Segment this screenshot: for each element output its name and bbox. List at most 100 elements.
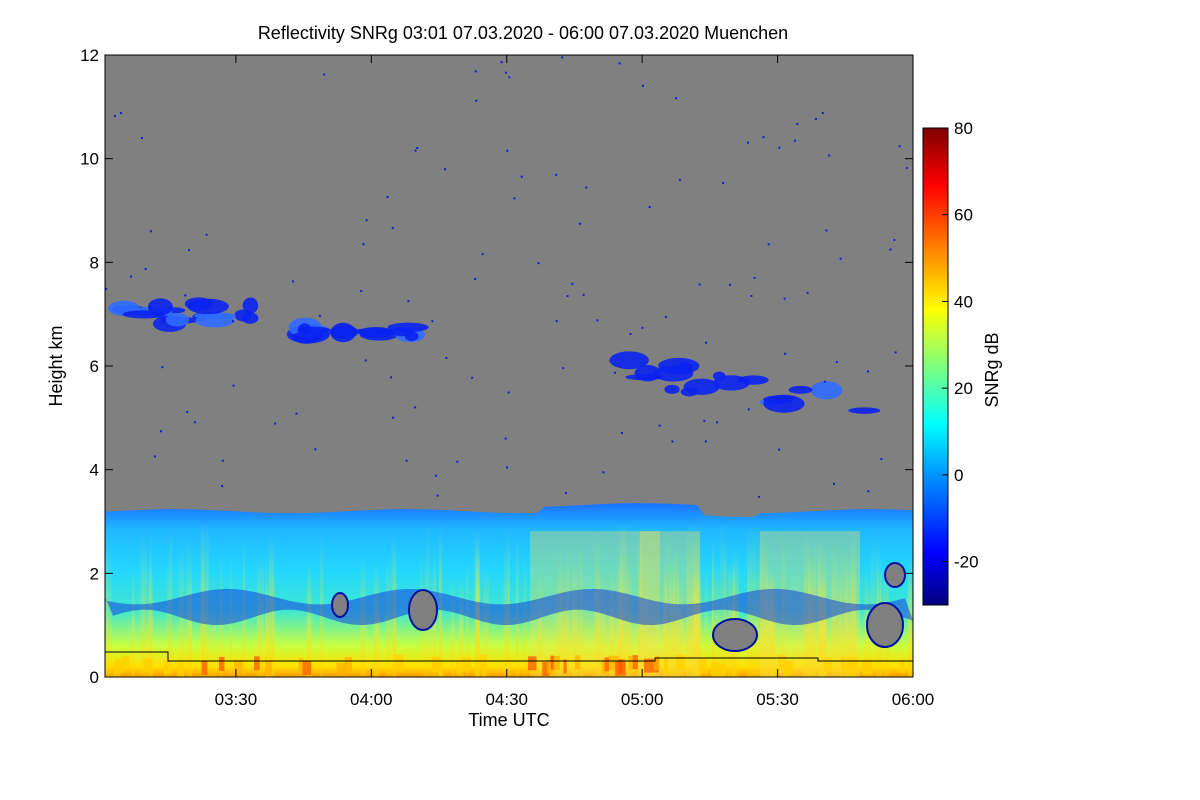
surface-echo	[115, 658, 126, 673]
noise-pixel	[613, 371, 616, 374]
noise-pixel	[504, 71, 507, 74]
noise-pixel	[620, 431, 623, 434]
x-axis-label: Time UTC	[468, 710, 549, 730]
noise-pixel	[778, 146, 781, 149]
noise-pixel	[905, 167, 908, 170]
surface-echo	[298, 657, 304, 672]
noise-pixel	[561, 56, 564, 59]
noise-pixel	[537, 262, 540, 265]
noise-pixel	[407, 300, 410, 303]
no-echo-patch	[712, 618, 758, 652]
colorbar-tick-label: 60	[954, 206, 973, 225]
noise-pixel	[500, 61, 503, 64]
noise-pixel	[555, 173, 558, 176]
noise-pixel	[582, 293, 585, 296]
echo-streak	[677, 578, 684, 677]
noise-pixel	[835, 361, 838, 364]
noise-pixel	[722, 181, 725, 184]
noise-pixel	[154, 455, 157, 458]
upper-cloud-echo	[788, 385, 813, 394]
surface-echo	[219, 656, 225, 671]
surface-echo	[632, 655, 638, 670]
noise-pixel	[867, 370, 870, 373]
echo-streak	[306, 569, 313, 677]
noise-pixel	[839, 257, 842, 260]
noise-pixel	[113, 115, 116, 118]
surface-echo	[601, 659, 608, 674]
echo-streak	[374, 573, 380, 677]
upper-cloud-echo	[712, 371, 726, 381]
noise-pixel	[474, 70, 477, 73]
surface-echo	[233, 660, 243, 675]
echo-streak	[131, 566, 135, 677]
noise-pixel	[391, 226, 394, 229]
surface-echo	[550, 655, 560, 670]
y-tick-label: 0	[90, 668, 99, 687]
colorbar-label: SNRg dB	[982, 332, 1002, 407]
y-axis: 0 2 4 6 8 10 12	[80, 46, 913, 687]
noise-pixel	[481, 253, 484, 256]
surface-echo	[265, 661, 272, 676]
echo-streak	[272, 569, 276, 677]
noise-pixel	[221, 459, 224, 462]
surface-echo	[432, 656, 441, 671]
colorbar-tick-label: 80	[954, 119, 973, 138]
noise-pixel	[392, 416, 395, 419]
surface-echo	[824, 657, 833, 672]
surface-echo	[563, 659, 567, 674]
noise-pixel	[629, 333, 632, 336]
noise-pixel	[436, 494, 439, 497]
noise-pixel	[596, 319, 599, 322]
noise-pixel	[323, 73, 326, 76]
noise-pixel	[778, 448, 781, 451]
colorbar-tick-label: 40	[954, 292, 973, 311]
colorbar	[922, 127, 949, 606]
noise-pixel	[508, 76, 511, 79]
surface-echo	[899, 659, 905, 674]
echo-streak	[554, 580, 559, 677]
noise-pixel	[793, 139, 796, 142]
echo-streak	[106, 544, 109, 677]
y-tick-label: 6	[90, 357, 99, 376]
noise-pixel	[474, 277, 477, 280]
noise-pixel	[566, 295, 569, 298]
noise-pixel	[507, 391, 510, 394]
noise-pixel	[184, 294, 187, 297]
x-axis: 03:30 04:00 04:30 05:00 05:30 06:00	[215, 55, 934, 709]
noise-pixel	[747, 408, 750, 411]
surface-echo	[608, 655, 619, 670]
noise-pixel	[832, 482, 835, 485]
echo-streak	[686, 528, 690, 677]
noise-pixel	[360, 290, 363, 293]
echo-streak	[837, 572, 842, 677]
noise-pixel	[274, 422, 277, 425]
echo-streak	[876, 525, 879, 677]
upper-cloud-echo	[195, 313, 235, 328]
echo-streak	[451, 577, 455, 677]
echo-streak	[761, 575, 765, 677]
echo-streak	[764, 568, 769, 677]
noise-pixel	[475, 99, 478, 102]
surface-echo	[481, 662, 486, 677]
noise-pixel	[362, 243, 365, 246]
noise-pixel	[880, 457, 883, 460]
echo-streak	[210, 574, 217, 677]
noise-pixel	[365, 219, 368, 222]
no-echo-patch	[408, 589, 438, 631]
echo-streak	[850, 559, 857, 677]
surface-echo	[784, 660, 794, 675]
echo-streak	[703, 562, 709, 677]
noise-pixel	[505, 466, 508, 469]
noise-pixel	[159, 430, 162, 433]
upper-cloud-echo	[609, 351, 649, 370]
noise-pixel	[703, 419, 706, 422]
surface-echo	[336, 662, 347, 677]
no-echo-patch	[331, 592, 349, 618]
surface-echo	[698, 658, 707, 673]
noise-pixel	[416, 146, 419, 149]
noise-pixel	[814, 117, 817, 120]
surface-echo	[164, 660, 171, 675]
y-axis-label: Height km	[46, 325, 66, 406]
noise-pixel	[186, 411, 189, 414]
noise-pixel	[893, 238, 896, 241]
